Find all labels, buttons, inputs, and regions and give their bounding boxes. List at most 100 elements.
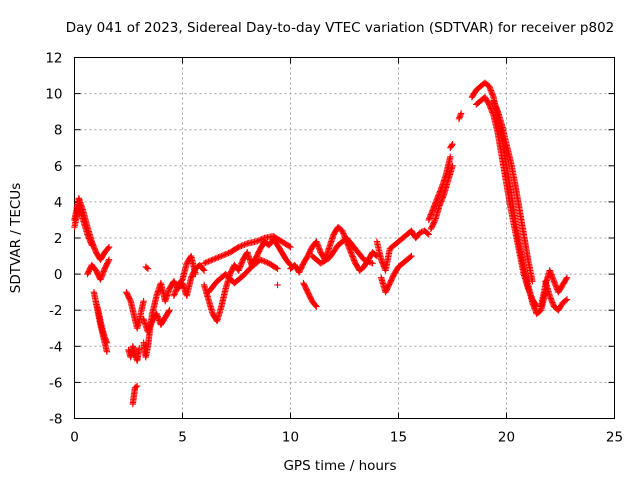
- data-point-trail: [123, 290, 134, 304]
- data-point-trail: [258, 257, 271, 266]
- data-point-trail: [236, 240, 250, 250]
- y-tick-label: -6: [49, 375, 62, 391]
- data-point: [200, 267, 208, 274]
- data-point-trail: [391, 264, 401, 277]
- data-point: [360, 256, 368, 263]
- data-point-trail: [210, 253, 224, 263]
- y-tick-label: 6: [54, 159, 63, 175]
- data-point: [313, 303, 320, 310]
- y-tick-label: -2: [49, 303, 62, 319]
- y-tick-label: -8: [49, 412, 62, 428]
- data-point-trail: [300, 254, 311, 266]
- data-point-trail: [478, 94, 488, 104]
- data-point-trail: [370, 250, 380, 259]
- data-point-trail: [374, 239, 385, 262]
- data-point-trail: [102, 335, 110, 345]
- data-point-trail: [288, 262, 297, 271]
- data-point: [192, 270, 199, 278]
- data-point-trail: [254, 235, 267, 245]
- y-tick-label: 12: [45, 51, 62, 67]
- data-point-trail: [555, 300, 566, 313]
- data-point-trail: [447, 142, 455, 150]
- data-point-trail: [228, 244, 241, 255]
- data-point-trail: [102, 257, 112, 271]
- data-point-trail: [89, 262, 99, 273]
- data-point-trail: [482, 95, 492, 107]
- data-point-trail: [400, 232, 410, 241]
- data-point: [287, 243, 294, 251]
- data-point: [274, 265, 281, 272]
- data-point: [408, 252, 415, 260]
- data-point-trail: [512, 229, 523, 255]
- data-point-trail: [387, 242, 397, 252]
- data-point-trail: [335, 224, 345, 234]
- data-point-trail: [283, 257, 293, 268]
- data-point-trail: [551, 304, 561, 313]
- data-point: [449, 140, 456, 148]
- data-point-trail: [516, 250, 527, 276]
- data-point-trail: [162, 308, 173, 320]
- data-point-trail: [218, 286, 229, 309]
- data-point: [563, 296, 571, 303]
- data-point: [209, 256, 216, 263]
- data-point: [235, 243, 242, 251]
- data-point: [425, 231, 432, 238]
- data-point-trail: [560, 275, 570, 287]
- y-tick-labels: -8 -6 -4 -2 0 2 4 6 8 10 12: [45, 51, 62, 428]
- data-point-trail: [418, 228, 427, 236]
- data-point-trail: [507, 207, 519, 233]
- y-tick-label: 10: [45, 87, 62, 103]
- data-points: [71, 79, 571, 408]
- data-point-trail: [499, 124, 510, 146]
- data-point-trail: [396, 260, 405, 270]
- data-point-trail: [357, 264, 367, 273]
- x-tick-label: 10: [282, 430, 299, 446]
- y-axis-label: SDTVAR / TECUs: [8, 183, 24, 293]
- data-point-trail: [405, 228, 414, 237]
- data-point-trail: [143, 264, 151, 271]
- data-point-trail: [400, 257, 410, 266]
- data-point-trail: [262, 239, 272, 248]
- x-tick-label: 25: [606, 430, 623, 446]
- data-point-trail: [102, 244, 112, 255]
- data-point-trail: [219, 249, 232, 259]
- data-point: [200, 260, 208, 267]
- data-point-trail: [560, 297, 570, 306]
- x-tick-label: 5: [178, 430, 187, 446]
- data-point-trail: [275, 243, 285, 255]
- data-point-trail: [490, 113, 501, 136]
- data-point-trail: [240, 264, 254, 278]
- data-point: [447, 153, 454, 160]
- data-point-trail: [413, 230, 423, 241]
- data-point-trail: [266, 260, 280, 272]
- data-point-trail: [474, 84, 483, 93]
- data-point: [105, 256, 113, 263]
- data-point-trail: [279, 239, 293, 250]
- data-point-trail: [456, 111, 464, 121]
- y-tick-label: -4: [49, 339, 62, 355]
- data-point: [252, 238, 260, 245]
- data-point-trail: [188, 254, 199, 276]
- x-tick-label: 15: [390, 430, 407, 446]
- data-point-trail: [179, 261, 190, 282]
- data-point-trail: [183, 276, 194, 298]
- data-point-trail: [318, 255, 332, 266]
- data-point: [144, 265, 152, 272]
- y-tick-label: 0: [54, 267, 63, 283]
- data-point-trail: [158, 315, 168, 327]
- y-tick-label: 8: [54, 123, 63, 139]
- data-point: [88, 242, 95, 249]
- data-point-trail: [428, 218, 438, 231]
- data-point-trail: [305, 290, 315, 304]
- data-point-trail: [469, 87, 479, 100]
- data-point-trail: [362, 257, 375, 266]
- data-point-trail: [525, 258, 536, 283]
- data-point: [103, 339, 111, 346]
- data-point-trail: [327, 243, 341, 260]
- data-point-trail: [405, 253, 414, 262]
- x-tick-labels: 0 5 10 15 20 25: [70, 430, 623, 446]
- data-point: [166, 307, 173, 314]
- x-tick-label: 20: [498, 430, 515, 446]
- data-point: [257, 256, 264, 263]
